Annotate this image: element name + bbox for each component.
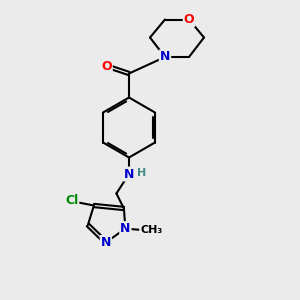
Text: O: O [101, 59, 112, 73]
Text: N: N [160, 50, 170, 64]
Text: O: O [184, 13, 194, 26]
Text: Cl: Cl [65, 194, 78, 207]
Text: N: N [124, 167, 134, 181]
Text: N: N [120, 222, 130, 235]
Text: H: H [137, 167, 146, 178]
Text: CH₃: CH₃ [140, 225, 162, 235]
Text: N: N [101, 236, 111, 249]
